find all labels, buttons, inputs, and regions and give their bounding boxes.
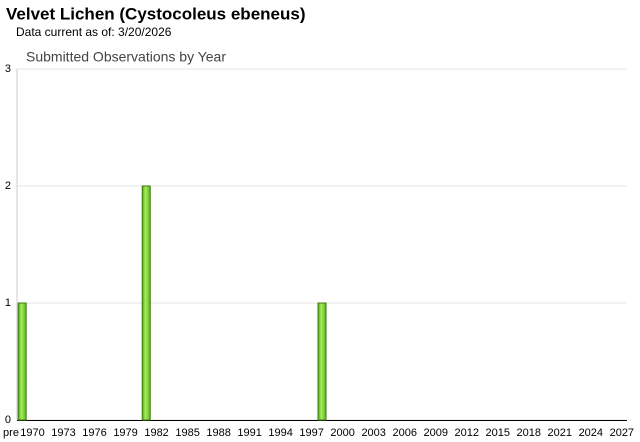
x-tick-label: 1988 (206, 427, 230, 439)
page-subtitle: Data current as of: 3/20/2026 (16, 25, 172, 39)
x-tick-label: 1982 (144, 427, 168, 439)
x-tick-label: 1985 (175, 427, 199, 439)
x-tick-label: 2018 (517, 427, 541, 439)
x-tick-label: 1979 (113, 427, 137, 439)
x-tick-label: 1970 (20, 427, 44, 439)
x-tick-label: 2024 (579, 427, 603, 439)
x-tick-label: 1997 (299, 427, 323, 439)
chart-title: Submitted Observations by Year (26, 49, 226, 65)
bar (141, 185, 151, 421)
x-tick-label: 1991 (237, 427, 261, 439)
x-tick-label: 1976 (82, 427, 106, 439)
y-tick-label: 2 (5, 180, 11, 192)
x-tick-label: 2015 (486, 427, 510, 439)
bar (317, 302, 327, 421)
x-tick-label: 2027 (610, 427, 634, 439)
x-tick-label: pre (3, 427, 19, 439)
bar (17, 302, 27, 421)
x-tick-label: 2012 (455, 427, 479, 439)
x-tick-label: 2003 (361, 427, 385, 439)
x-tick-label: 2009 (423, 427, 447, 439)
y-tick-label: 3 (5, 63, 11, 75)
y-tick-label: 1 (5, 297, 11, 309)
y-tick-label: 0 (5, 414, 11, 426)
x-tick-label: 2006 (392, 427, 416, 439)
x-tick-label: 1994 (268, 427, 292, 439)
page-title: Velvet Lichen (Cystocoleus ebeneus) (6, 4, 305, 23)
x-tick-label: 2000 (330, 427, 354, 439)
x-tick-label: 1973 (51, 427, 75, 439)
x-tick-label: 2021 (548, 427, 572, 439)
